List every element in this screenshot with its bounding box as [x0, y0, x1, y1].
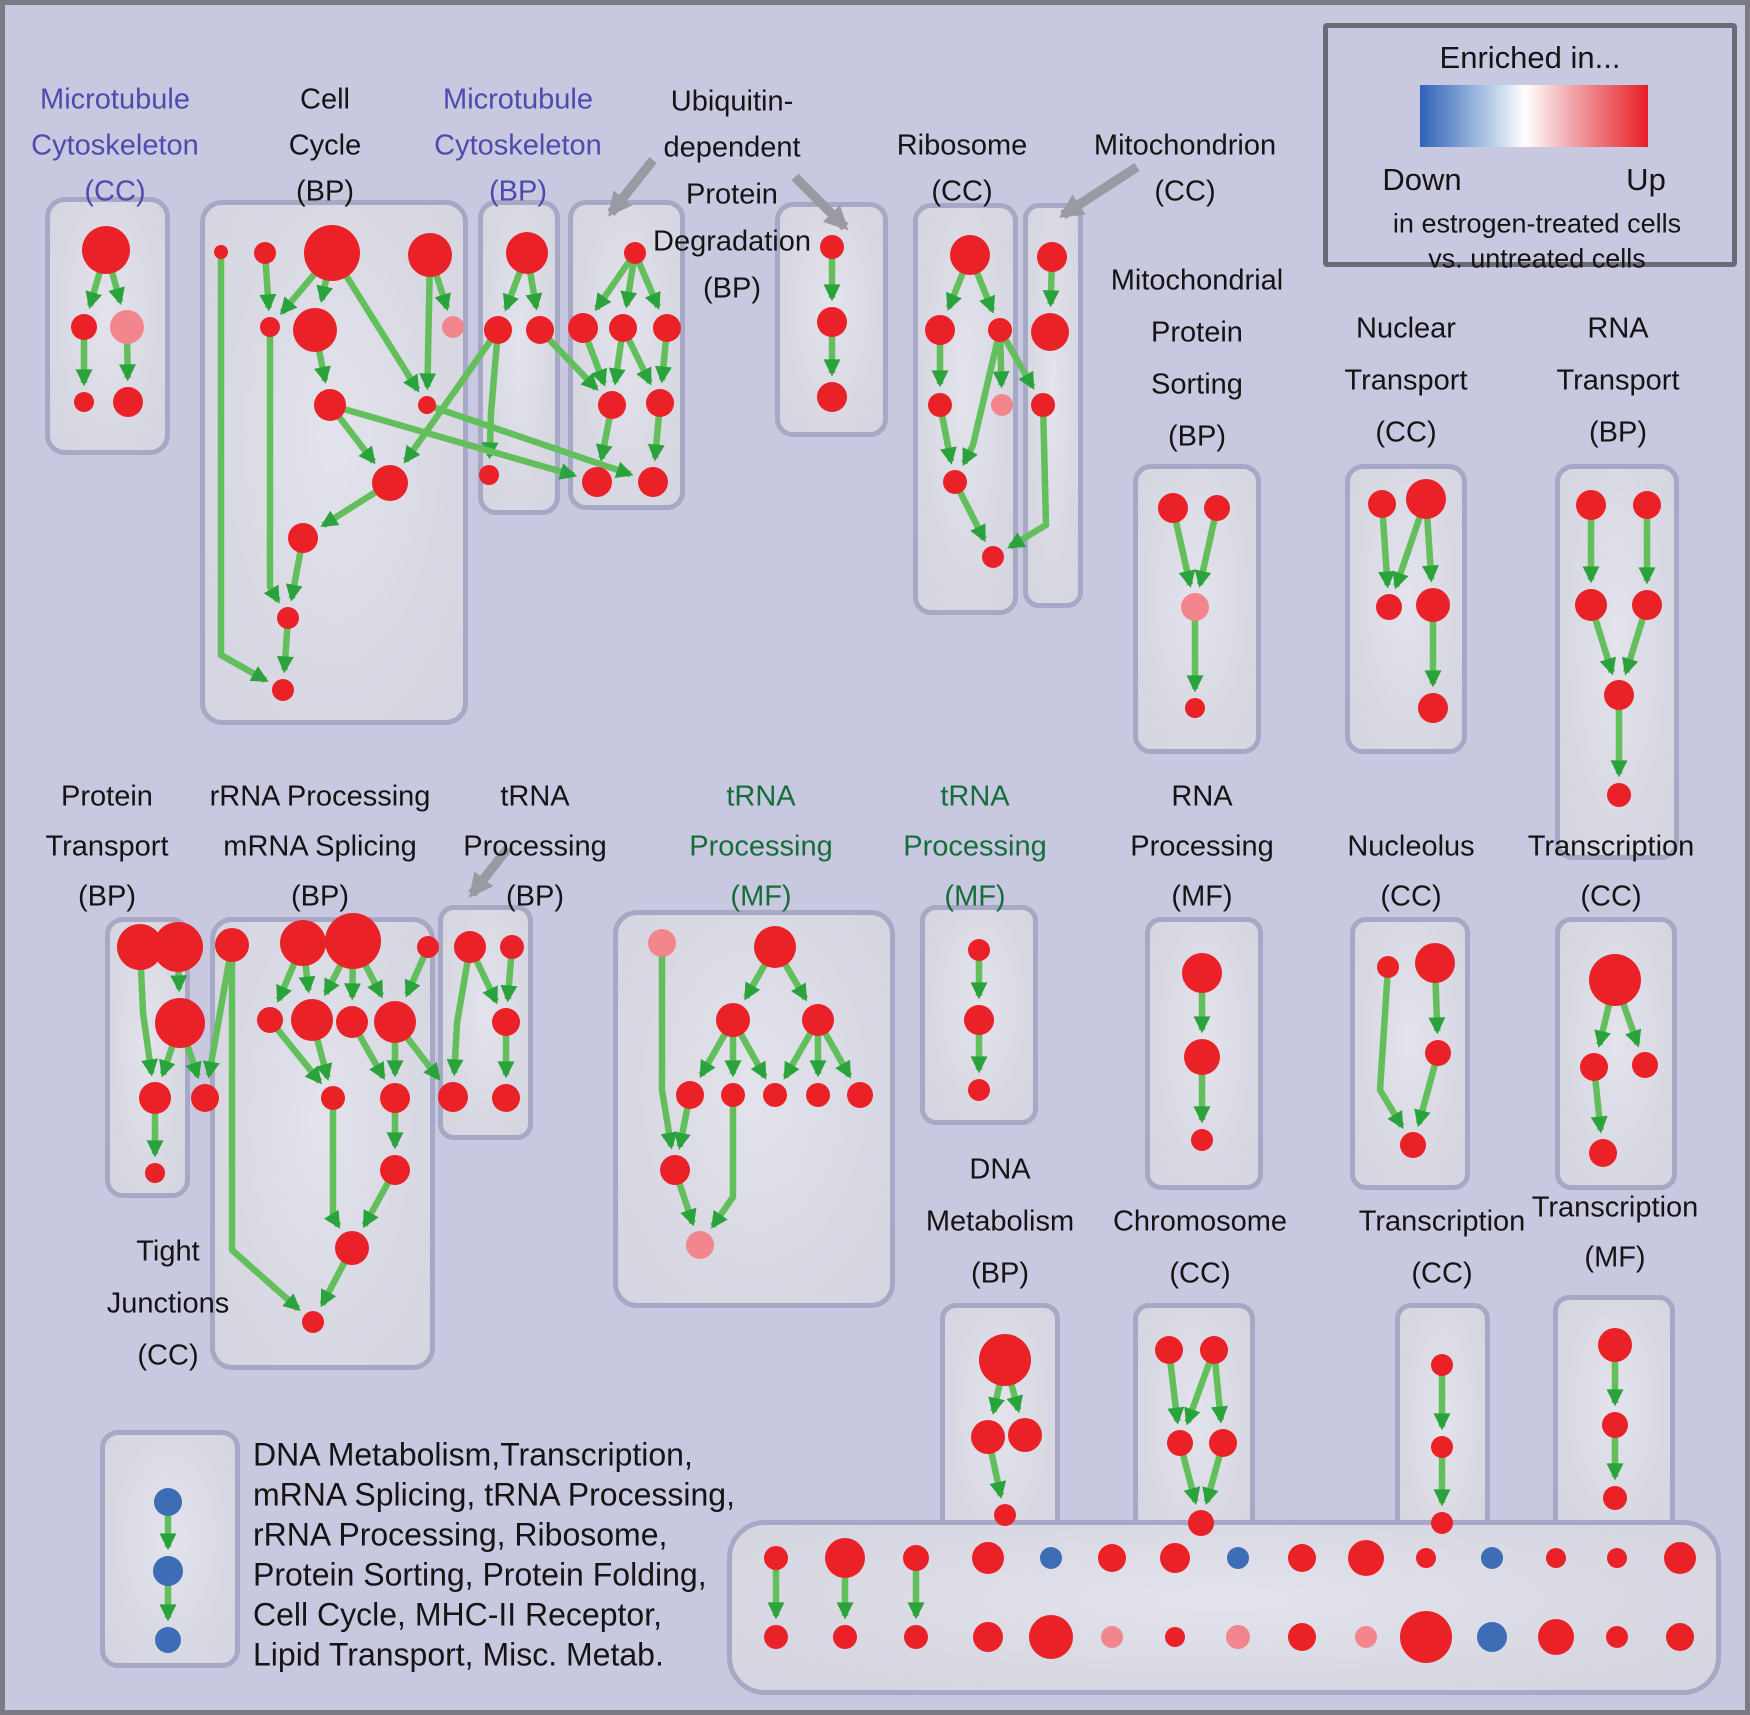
cluster-label-trna-processing-mf-small: Processing: [903, 830, 1047, 863]
cluster-label-mitochondrial-protein-sorting-bp: (BP): [1168, 420, 1226, 453]
cluster-box-nucleolus-cc: [1350, 917, 1470, 1190]
legend: Enriched in... Down Up in estrogen-treat…: [1323, 23, 1737, 274]
cluster-label-mitochondrion-cc: Mitochondrion: [1093, 129, 1277, 162]
cluster-label-microtubule-cytoskeleton-bp: (BP): [489, 175, 547, 208]
cluster-label-cell-cycle-bp: Cell: [300, 83, 350, 116]
cluster-label-mitochondrion-cc: (CC): [1154, 175, 1216, 208]
cluster-box-trna-processing-mf-large: [613, 910, 895, 1308]
cluster-box-rna-transport-bp: [1555, 464, 1679, 860]
cluster-box-trna-processing-bp: [438, 905, 533, 1140]
legend-up-label: Up: [1626, 162, 1666, 197]
cluster-label-rna-processing-mf: Processing: [1130, 830, 1274, 863]
cluster-label-dna-metabolism-bp: (BP): [971, 1257, 1029, 1290]
cluster-label-dna-metabolism-bp: DNA: [969, 1153, 1031, 1186]
legend-context-line2: vs. untreated cells: [1428, 243, 1646, 274]
cluster-label-microtubule-cytoskeleton-cc: Cytoskeleton: [31, 129, 199, 162]
cluster-label-ribosome-cc: (CC): [931, 175, 993, 208]
cluster-label-rna-transport-bp: Transport: [1556, 364, 1680, 397]
cluster-label-transcription-cc-middle: Transcription: [1527, 830, 1695, 863]
cluster-box-protein-transport-bp: [105, 917, 190, 1198]
cluster-label-trna-processing-mf-large: tRNA: [726, 780, 796, 813]
cluster-label-ubiquitin-degradation-bp: Degradation: [653, 225, 811, 258]
cluster-label-mitochondrial-protein-sorting-bp: Sorting: [1151, 368, 1243, 401]
cluster-label-rrna-processing-mrna-splicing-bp: rRNA Processing: [209, 780, 431, 813]
cluster-label-transcription-cc-bottom: Transcription: [1358, 1205, 1526, 1238]
cluster-label-nuclear-transport-cc: Nuclear: [1356, 312, 1456, 345]
cluster-label-rna-transport-bp: RNA: [1587, 312, 1649, 345]
cluster-label-nuclear-transport-cc: (CC): [1375, 416, 1437, 449]
legend-down-label: Down: [1382, 162, 1462, 197]
cluster-label-rrna-processing-mrna-splicing-bp: (BP): [291, 880, 349, 913]
cluster-label-rna-processing-mf: RNA: [1171, 780, 1233, 813]
cluster-label-microtubule-cytoskeleton-bp: Microtubule: [443, 83, 593, 116]
cluster-box-mitochondrial-protein-sorting-bp: [1133, 464, 1261, 754]
cluster-box-nuclear-transport-cc: [1345, 464, 1467, 754]
cluster-label-trna-processing-mf-large: (MF): [730, 880, 792, 913]
cluster-label-ubiquitin-degradation-bp: dependent: [663, 131, 801, 164]
cluster-label-tight-junctions-cc: (CC): [137, 1339, 199, 1372]
cluster-label-transcription-cc-middle: (CC): [1580, 880, 1642, 913]
cluster-label-tight-junctions-cc: Junctions: [106, 1287, 230, 1320]
cluster-box-mixed-terms-strip: [727, 1520, 1721, 1695]
cluster-label-protein-transport-bp: (BP): [78, 880, 136, 913]
cluster-label-transcription-cc-bottom: (CC): [1411, 1257, 1473, 1290]
cluster-box-microtubule-cytoskeleton-cc: [45, 197, 170, 455]
legend-context-line1: in estrogen-treated cells: [1392, 208, 1682, 239]
cluster-box-trna-processing-mf-small: [920, 905, 1038, 1125]
cluster-label-mitochondrial-protein-sorting-bp: Protein: [1151, 316, 1243, 349]
cluster-label-cell-cycle-bp: Cycle: [288, 129, 362, 162]
cluster-label-transcription-mf: (MF): [1584, 1241, 1646, 1274]
cluster-box-rna-processing-mf: [1145, 917, 1263, 1190]
cluster-box-cell-cycle-bp: [200, 200, 468, 725]
cluster-label-rna-transport-bp: (BP): [1589, 416, 1647, 449]
note-line: mRNA Splicing, tRNA Processing,: [253, 1476, 735, 1513]
cluster-label-ribosome-cc: Ribosome: [896, 129, 1028, 162]
cluster-label-ubiquitin-degradation-bp: (BP): [703, 272, 761, 305]
cluster-label-trna-processing-mf-small: (MF): [944, 880, 1006, 913]
cluster-label-dna-metabolism-bp: Metabolism: [925, 1205, 1075, 1238]
note-line: rRNA Processing, Ribosome,: [253, 1516, 668, 1553]
cluster-label-tight-junctions-cc: Tight: [136, 1235, 200, 1268]
cluster-label-trna-processing-bp: Processing: [463, 830, 607, 863]
note-line: Lipid Transport, Misc. Metab.: [253, 1636, 664, 1673]
cluster-label-transcription-mf: Transcription: [1531, 1191, 1699, 1224]
cluster-label-nucleolus-cc: Nucleolus: [1347, 830, 1475, 863]
legend-gradient-bar: [1420, 85, 1648, 147]
cluster-label-ubiquitin-degradation-bp: Ubiquitin-: [670, 85, 794, 118]
cluster-label-rna-processing-mf: (MF): [1171, 880, 1233, 913]
cluster-box-microtubule-cytoskeleton-bp: [478, 200, 560, 515]
cluster-label-trna-processing-mf-small: tRNA: [940, 780, 1010, 813]
note-line: Cell Cycle, MHC-II Receptor,: [253, 1596, 662, 1633]
cluster-label-microtubule-cytoskeleton-cc: Microtubule: [40, 83, 190, 116]
cluster-box-transcription-mf: [1553, 1295, 1675, 1538]
note-line: Protein Sorting, Protein Folding,: [253, 1556, 707, 1593]
cluster-label-cell-cycle-bp: (BP): [296, 175, 354, 208]
cluster-label-trna-processing-mf-large: Processing: [689, 830, 833, 863]
note-line: DNA Metabolism,Transcription,: [253, 1436, 693, 1473]
cluster-label-nuclear-transport-cc: Transport: [1344, 364, 1468, 397]
cluster-label-ubiquitin-degradation-bp: Protein: [686, 178, 778, 211]
cluster-label-protein-transport-bp: Protein: [61, 780, 153, 813]
legend-title: Enriched in...: [1439, 40, 1621, 75]
cluster-label-trna-processing-bp: (BP): [506, 880, 564, 913]
cluster-label-rrna-processing-mrna-splicing-bp: mRNA Splicing: [223, 830, 417, 863]
cluster-box-tight-junctions-cc: [100, 1430, 240, 1668]
cluster-label-mitochondrial-protein-sorting-bp: Mitochondrial: [1110, 264, 1284, 297]
cluster-box-ribosome-cc: [913, 203, 1018, 615]
cluster-label-microtubule-cytoskeleton-bp: Cytoskeleton: [434, 129, 602, 162]
cluster-label-protein-transport-bp: Transport: [45, 830, 169, 863]
cluster-label-nucleolus-cc: (CC): [1380, 880, 1442, 913]
cluster-label-chromosome-cc: Chromosome: [1112, 1205, 1288, 1238]
cluster-box-transcription-cc-middle: [1555, 917, 1677, 1190]
cluster-label-trna-processing-bp: tRNA: [500, 780, 570, 813]
cluster-box-mitochondrion-cc: [1023, 203, 1083, 608]
cluster-box-rrna-processing-mrna-splicing-bp: [210, 917, 435, 1370]
cluster-label-microtubule-cytoskeleton-cc: (CC): [84, 175, 146, 208]
cluster-label-chromosome-cc: (CC): [1169, 1257, 1231, 1290]
